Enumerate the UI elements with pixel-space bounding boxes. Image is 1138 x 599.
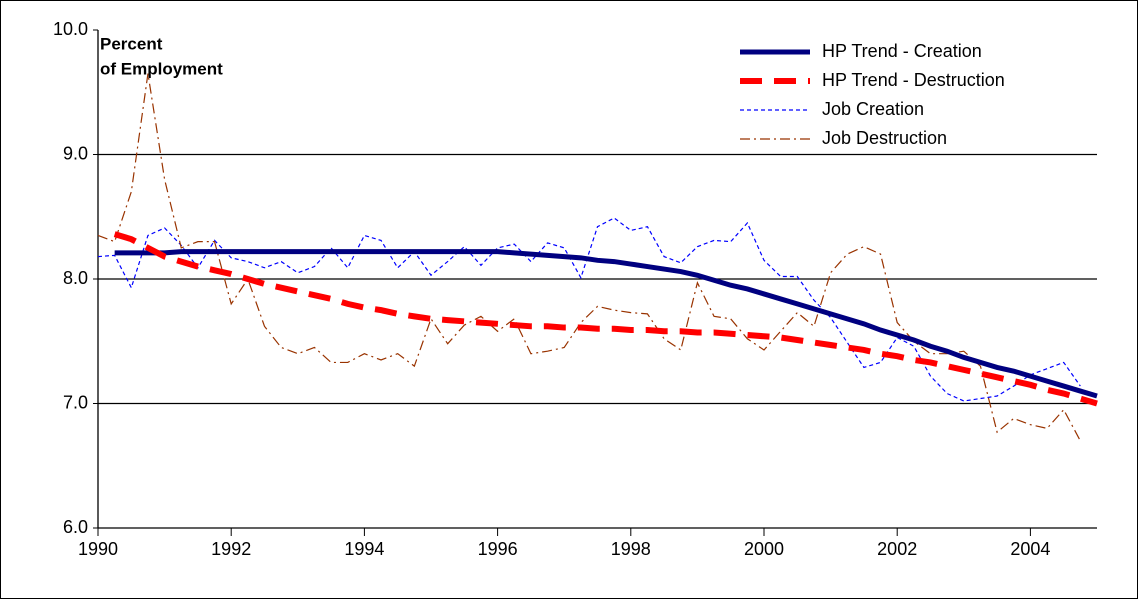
legend-label: HP Trend - Creation [822, 41, 982, 61]
x-tick-label: 1998 [611, 539, 651, 559]
legend-label: HP Trend - Destruction [822, 70, 1005, 90]
x-tick-label: 2004 [1010, 539, 1050, 559]
x-tick-label: 1996 [478, 539, 518, 559]
series-line [97, 217, 1081, 402]
x-tick-label: 1990 [78, 539, 118, 559]
series-line [114, 249, 1098, 399]
y-tick-label: 10.0 [53, 19, 88, 39]
y-tick-label: 7.0 [63, 392, 88, 412]
x-tick-label: 1994 [344, 539, 384, 559]
y-label: Percent [100, 34, 163, 53]
y-tick-label: 8.0 [63, 268, 88, 288]
y-label: of Employment [100, 59, 223, 78]
legend-label: Job Destruction [822, 128, 947, 148]
legend-label: Job Creation [822, 99, 924, 119]
series-line [113, 231, 1098, 407]
x-tick-label: 1992 [211, 539, 251, 559]
y-tick-label: 9.0 [63, 143, 88, 163]
y-tick-label: 6.0 [63, 517, 88, 537]
x-tick-label: 2000 [744, 539, 784, 559]
x-tick-label: 2002 [877, 539, 917, 559]
